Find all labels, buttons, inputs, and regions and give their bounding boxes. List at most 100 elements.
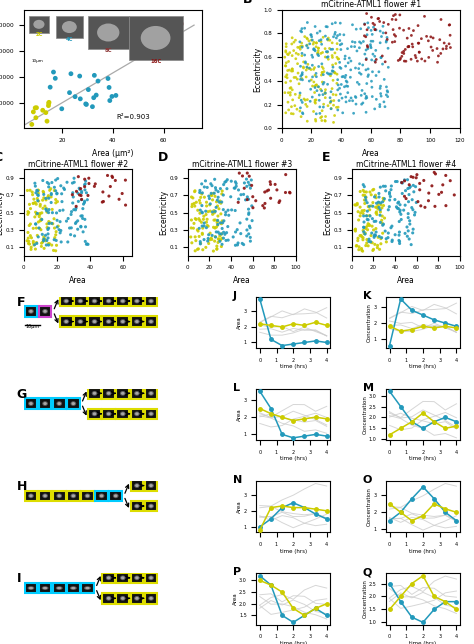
Point [316, 26, 324, 36]
Point [328, 103, 335, 113]
Point [347, 41, 355, 52]
Point [406, 216, 413, 226]
Point [407, 54, 415, 64]
Point [354, 77, 361, 88]
Point [39, 175, 46, 185]
Point [401, 176, 409, 186]
Point [191, 245, 199, 256]
Point [311, 88, 319, 98]
Point [26, 220, 33, 231]
FancyBboxPatch shape [117, 593, 129, 603]
Ellipse shape [64, 299, 69, 303]
Point [26, 185, 34, 195]
Point [362, 192, 370, 202]
Point [71, 91, 79, 102]
Point [392, 31, 400, 41]
Point [440, 38, 448, 48]
Point [312, 109, 320, 119]
Point [189, 199, 196, 209]
Point [285, 65, 293, 75]
Point [325, 33, 332, 43]
Point [352, 92, 360, 102]
Point [81, 185, 89, 195]
Point [365, 23, 372, 33]
Point [298, 73, 306, 84]
Point [387, 191, 394, 202]
Point [447, 30, 454, 41]
Y-axis label: Eccentricity: Eccentricity [253, 46, 262, 91]
Point [382, 28, 390, 38]
Point [205, 191, 212, 202]
Point [284, 50, 292, 60]
Point [74, 216, 82, 226]
Point [242, 194, 249, 205]
Point [118, 188, 126, 198]
Point [326, 93, 334, 103]
Ellipse shape [42, 309, 48, 314]
Point [216, 229, 223, 239]
Point [327, 44, 335, 55]
Point [202, 242, 210, 252]
Y-axis label: Eccentricity: Eccentricity [0, 190, 4, 235]
Point [108, 91, 116, 102]
Point [409, 228, 417, 238]
Point [343, 80, 350, 91]
Point [363, 234, 371, 245]
Ellipse shape [135, 392, 139, 395]
Point [347, 64, 355, 75]
Point [380, 181, 387, 191]
Point [405, 41, 413, 52]
Point [43, 205, 50, 216]
Point [51, 223, 58, 233]
Point [308, 32, 315, 42]
Ellipse shape [134, 299, 140, 303]
Point [50, 245, 57, 256]
Point [122, 175, 129, 185]
Point [290, 46, 298, 56]
Point [58, 196, 66, 207]
Point [122, 200, 129, 210]
Point [313, 86, 321, 96]
Point [404, 184, 411, 194]
Ellipse shape [114, 495, 118, 497]
FancyBboxPatch shape [67, 398, 80, 409]
Point [333, 78, 341, 88]
Point [50, 67, 57, 77]
Point [78, 194, 85, 205]
Point [439, 180, 447, 190]
Ellipse shape [27, 586, 35, 590]
FancyBboxPatch shape [81, 491, 94, 501]
Point [298, 42, 306, 52]
Point [366, 39, 374, 50]
Point [336, 83, 343, 93]
Point [339, 108, 346, 118]
FancyBboxPatch shape [25, 306, 37, 317]
FancyBboxPatch shape [130, 408, 143, 419]
Point [310, 77, 318, 87]
Point [432, 169, 439, 179]
Point [388, 221, 396, 231]
Point [297, 44, 304, 54]
Point [410, 25, 417, 35]
Point [223, 227, 230, 238]
Point [321, 93, 329, 103]
Point [243, 225, 251, 235]
FancyBboxPatch shape [88, 388, 101, 399]
Point [318, 115, 326, 126]
Point [355, 245, 363, 255]
Point [365, 218, 372, 229]
Point [67, 229, 74, 240]
Point [363, 187, 370, 197]
FancyBboxPatch shape [130, 593, 143, 603]
Point [307, 64, 315, 75]
Point [299, 108, 306, 118]
Point [312, 95, 320, 105]
Point [319, 47, 326, 57]
Point [324, 79, 331, 90]
Point [81, 174, 89, 184]
Point [315, 82, 322, 92]
Point [302, 65, 310, 75]
Point [427, 32, 435, 42]
Point [437, 48, 445, 59]
Point [245, 204, 252, 214]
